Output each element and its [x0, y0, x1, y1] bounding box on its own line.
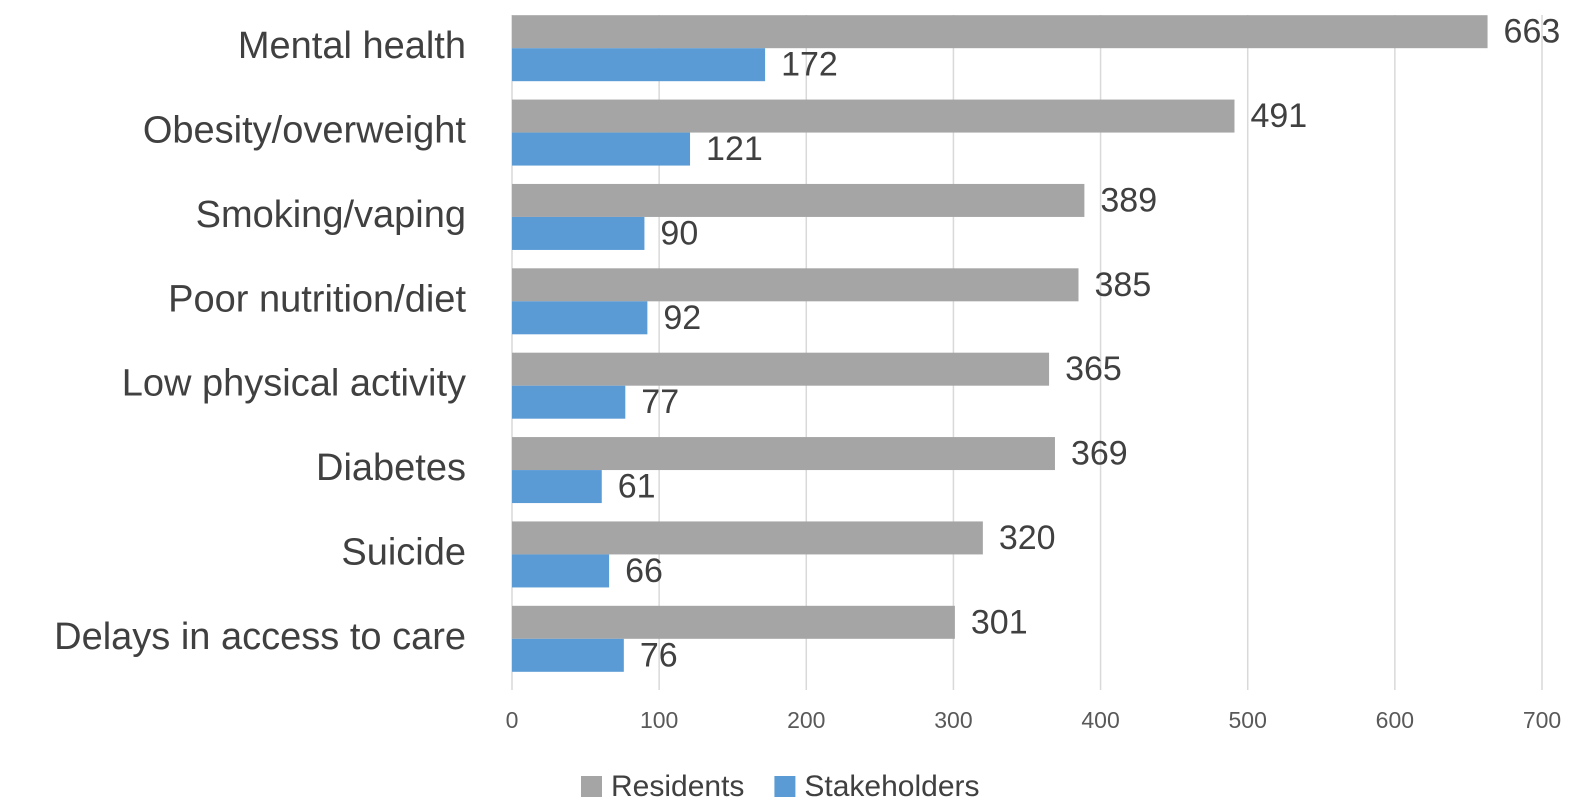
value-label: 663 [1504, 13, 1561, 51]
x-tick-label: 600 [1376, 707, 1414, 733]
value-label: 365 [1065, 350, 1122, 388]
bar [512, 437, 1055, 471]
category-label: Mental health [238, 25, 466, 67]
legend-swatch [581, 776, 602, 797]
bar [512, 48, 766, 82]
bar [512, 352, 1050, 386]
category-label: Suicide [341, 531, 466, 573]
x-tick-label: 0 [506, 707, 519, 733]
category-label: Delays in access to care [54, 616, 466, 658]
value-label: 491 [1250, 97, 1307, 135]
value-label: 385 [1095, 266, 1152, 304]
bar [512, 385, 626, 419]
legend-label: Stakeholders [804, 770, 979, 803]
category-label: Smoking/vaping [196, 194, 466, 236]
category-label: Diabetes [316, 447, 466, 489]
bar [512, 132, 691, 166]
value-label: 77 [641, 383, 679, 421]
category-label: Low physical activity [122, 363, 466, 405]
value-label: 320 [999, 519, 1056, 557]
x-tick-label: 500 [1229, 707, 1267, 733]
value-label: 92 [663, 299, 701, 337]
bar [512, 554, 610, 588]
category-label: Obesity/overweight [143, 110, 467, 152]
bar [512, 99, 1235, 133]
value-label: 61 [618, 468, 656, 506]
value-label: 301 [971, 603, 1028, 641]
x-tick-label: 300 [934, 707, 972, 733]
value-label: 369 [1071, 435, 1128, 473]
bar [512, 183, 1085, 217]
legend-swatch [774, 776, 796, 797]
value-label: 66 [625, 552, 663, 590]
bar [512, 638, 624, 672]
bar [512, 521, 983, 555]
x-tick-label: 700 [1523, 707, 1561, 733]
value-label: 389 [1100, 181, 1157, 219]
x-tick-label: 200 [787, 707, 825, 733]
legend-label: Residents [611, 770, 744, 803]
bar [512, 216, 645, 250]
value-label: 76 [640, 636, 678, 674]
bar [512, 470, 602, 504]
x-tick-label: 100 [640, 707, 678, 733]
bar [512, 605, 955, 639]
x-tick-label: 400 [1081, 707, 1119, 733]
bar [512, 301, 648, 335]
value-label: 90 [660, 214, 698, 252]
category-label: Poor nutrition/diet [168, 278, 466, 320]
value-label: 172 [781, 46, 838, 84]
bar [512, 15, 1488, 49]
value-label: 121 [706, 130, 763, 168]
bar [512, 268, 1079, 302]
